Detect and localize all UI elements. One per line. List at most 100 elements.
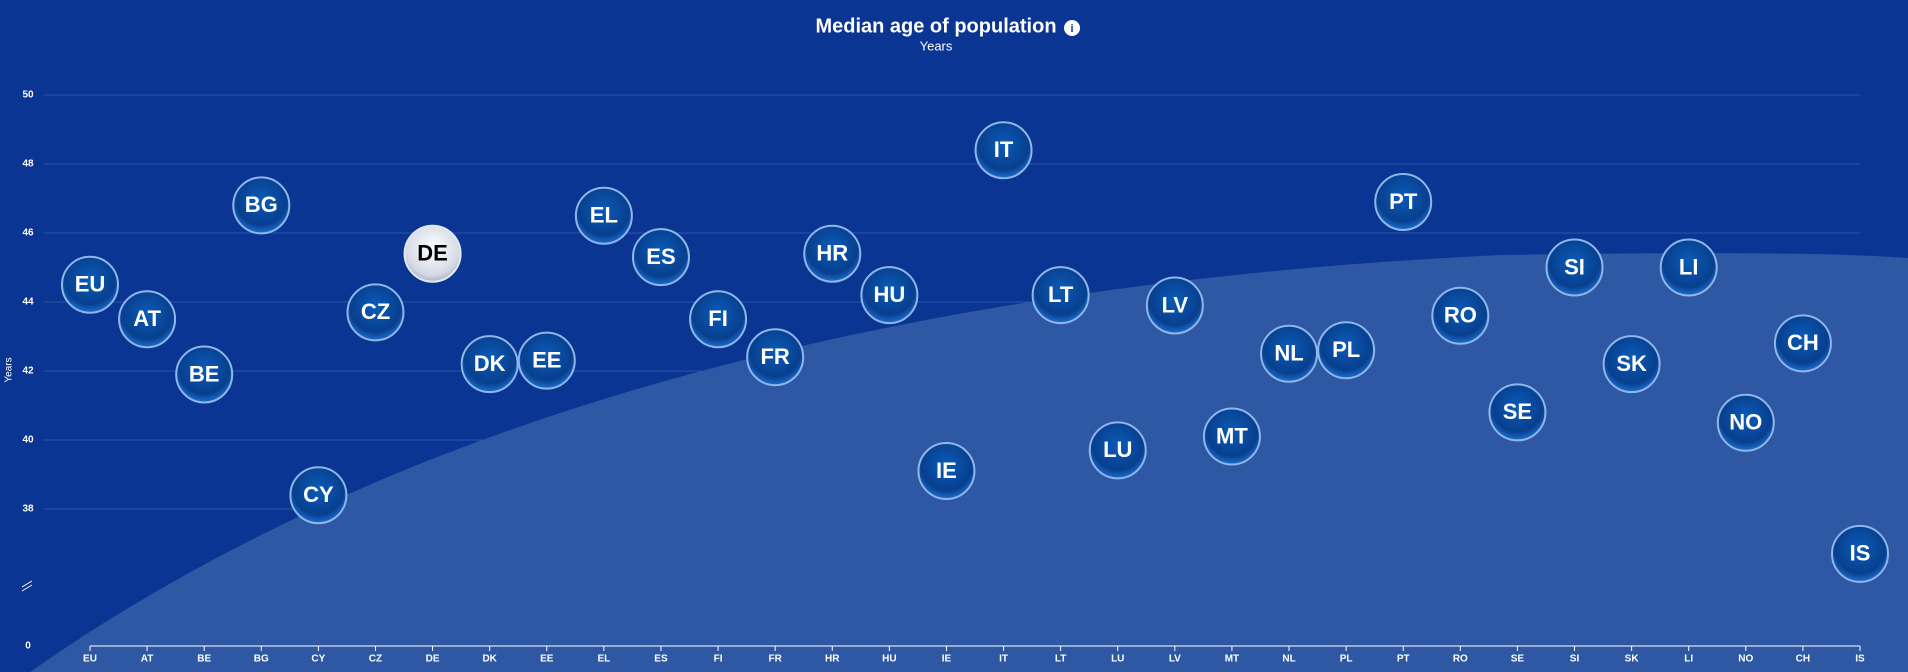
bubble-label: ES [646,244,675,269]
bubble-label: NL [1274,341,1303,366]
x-tick-label: LI [1684,654,1693,665]
bubble-label: AT [133,306,161,331]
bubble[interactable] [917,442,976,501]
bubble[interactable] [232,176,291,235]
x-tick-label: DK [482,654,497,665]
y-tick-label: 40 [22,435,34,446]
bubble[interactable] [61,255,119,314]
x-tick-label: SE [1511,654,1525,665]
bubble-label: DK [474,351,506,376]
bubble[interactable] [974,121,1033,180]
plot: 0 38 40 42 44 46 48 50 EU EU AT AT BE BE BG BG CY CY CZ CZ D… [21,90,1889,665]
bubble-label: CH [1787,330,1819,355]
bubble-label: IT [994,137,1014,162]
x-tick-label: CY [311,654,325,665]
y-tick-label: 48 [22,159,34,170]
axis-break [21,580,33,592]
bubble[interactable] [1145,276,1204,335]
bubble-label: FR [760,344,789,369]
x-tick-label: HR [825,654,840,665]
bubble[interactable] [1431,286,1490,345]
bubble-label: EL [590,203,618,228]
bubble[interactable] [1545,238,1604,297]
bubble[interactable] [118,290,177,349]
x-tick-label: DE [426,654,440,665]
x-tick-label: IT [999,654,1008,665]
info-icon-glyph: i [1070,23,1073,35]
bubble-label: IE [936,458,957,483]
y-axis-label: Years [4,357,15,382]
x-tick-label: EL [597,654,610,665]
bubble[interactable] [1260,324,1319,383]
bubble-label: SE [1503,399,1532,424]
bubble[interactable] [1088,421,1147,480]
bubble-label: LI [1679,254,1699,279]
bubble-label: LU [1103,437,1132,462]
x-tick-label: AT [141,654,154,665]
bubble[interactable] [746,328,805,387]
x-tick-label: CZ [369,654,382,665]
bubble[interactable] [631,228,690,287]
bubble[interactable] [517,331,576,390]
x-tick-label: CH [1796,654,1810,665]
chart-subtitle: Years [920,38,953,53]
bubble-label: EU [75,272,106,297]
x-tick-label: NO [1738,654,1753,665]
x-tick-label: LV [1169,654,1181,665]
bubble[interactable] [1831,524,1889,583]
bubble[interactable] [403,224,462,283]
bubble-label: BE [189,361,220,386]
bubble[interactable] [346,283,405,342]
x-tick-label: MT [1225,654,1239,665]
bubble-label: SK [1616,351,1647,376]
bubble[interactable] [803,224,862,283]
x-tick-label: EE [540,654,554,665]
y-tick-label: 44 [22,297,34,308]
bubble[interactable] [1716,393,1775,452]
x-tick-label: IE [942,654,952,665]
bubble[interactable] [574,186,633,245]
bubble-label: HR [816,241,848,266]
bubble[interactable] [860,266,919,325]
bubble[interactable] [289,466,348,525]
bubble[interactable] [1488,383,1547,442]
bubble-label: SI [1564,254,1585,279]
x-tick-label: LT [1055,654,1066,665]
bubble[interactable] [460,335,519,394]
bubble[interactable] [1202,407,1261,466]
x-tick-label: ES [654,654,668,665]
bubble[interactable] [1773,314,1832,373]
info-icon[interactable] [1064,20,1080,36]
x-tick-label: FI [714,654,723,665]
x-tick-label: BE [197,654,211,665]
x-tick-label: SI [1570,654,1580,665]
bubble[interactable] [1374,172,1433,231]
bubble-label: FI [708,306,728,331]
x-tick-label: FR [768,654,782,665]
bubble-label: RO [1444,303,1477,328]
bubble-label: BG [245,192,278,217]
y-tick-label: 0 [25,641,31,652]
x-tick-label: PL [1340,654,1353,665]
x-tick-label: HU [882,654,896,665]
bubble[interactable] [1659,238,1718,297]
x-tick-label: PT [1397,654,1410,665]
bubble[interactable] [175,345,234,404]
x-tick-label: LU [1111,654,1124,665]
bubble-label: LV [1162,292,1189,317]
bubble[interactable] [689,290,748,349]
bubble-label: HU [873,282,905,307]
bubble-label: PT [1389,189,1418,214]
bubble-label: DE [417,241,448,266]
bubble-label: CY [303,482,334,507]
bubble[interactable] [1031,266,1090,325]
bubble[interactable] [1602,335,1661,394]
x-tick-label: IS [1855,654,1865,665]
x-tick-label: RO [1453,654,1468,665]
y-tick-label: 46 [22,228,34,239]
bubble-label: PL [1332,337,1360,362]
x-tick-label: EU [83,654,97,665]
bubble[interactable] [1317,321,1376,380]
